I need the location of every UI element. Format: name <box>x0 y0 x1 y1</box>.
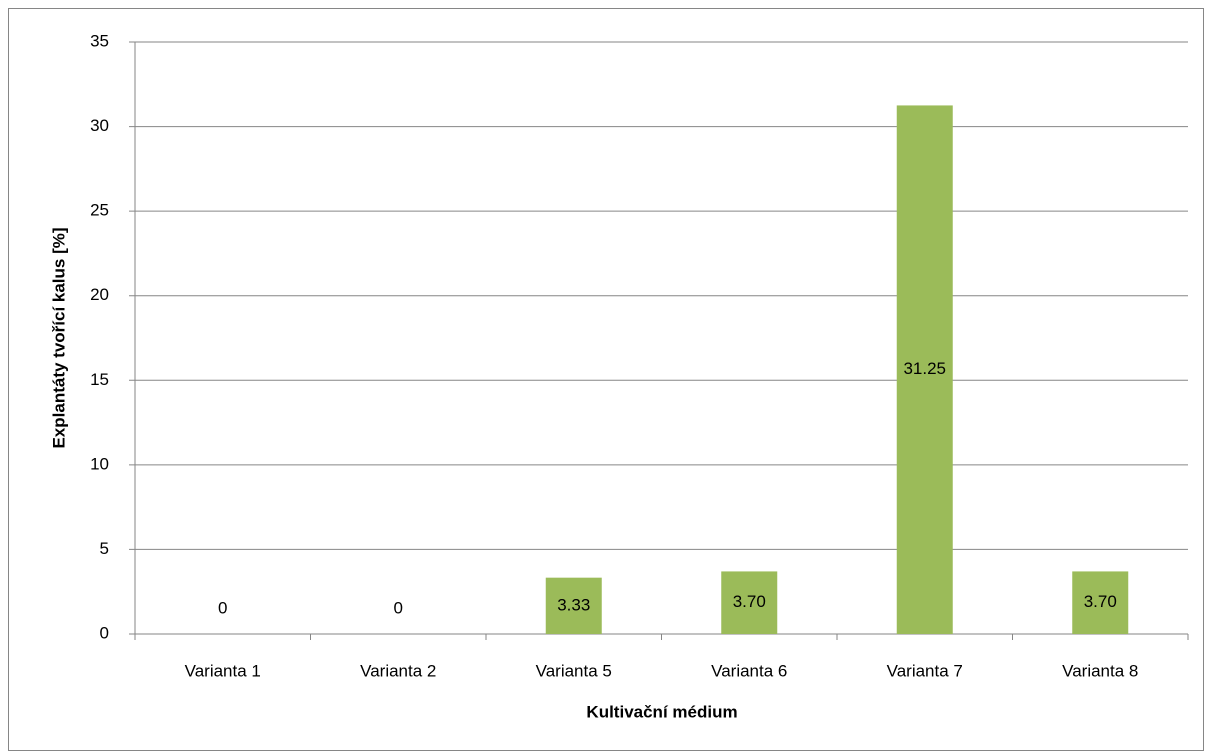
x-tick-label: Varianta 5 <box>536 661 612 680</box>
y-tick-label: 20 <box>90 285 109 304</box>
bar <box>1072 571 1129 634</box>
bar <box>721 571 778 634</box>
x-axis-title: Kultivační médium <box>586 702 737 721</box>
y-tick-label: 15 <box>90 370 109 389</box>
y-tick-label: 0 <box>100 623 109 642</box>
x-tick-label: Varianta 7 <box>887 661 963 680</box>
data-label: 31.25 <box>903 359 946 378</box>
y-axis-title: Explantáty tvořící kalus [%] <box>49 227 68 448</box>
chart-frame <box>8 8 1204 751</box>
data-label: 0 <box>394 598 403 617</box>
data-label: 3.33 <box>557 595 590 614</box>
bar <box>896 105 953 634</box>
x-tick-label: Varianta 2 <box>360 661 436 680</box>
y-tick-label: 10 <box>90 454 109 473</box>
y-tick-label: 35 <box>90 31 109 50</box>
data-label: 3.70 <box>733 592 766 611</box>
data-label: 0 <box>218 598 227 617</box>
x-tick-label: Varianta 1 <box>185 661 261 680</box>
x-tick-label: Varianta 6 <box>711 661 787 680</box>
x-tick-label: Varianta 8 <box>1062 661 1138 680</box>
y-tick-label: 5 <box>100 539 109 558</box>
data-label: 3.70 <box>1084 592 1117 611</box>
y-tick-label: 25 <box>90 201 109 220</box>
bar <box>545 577 602 634</box>
y-tick-label: 30 <box>90 116 109 135</box>
